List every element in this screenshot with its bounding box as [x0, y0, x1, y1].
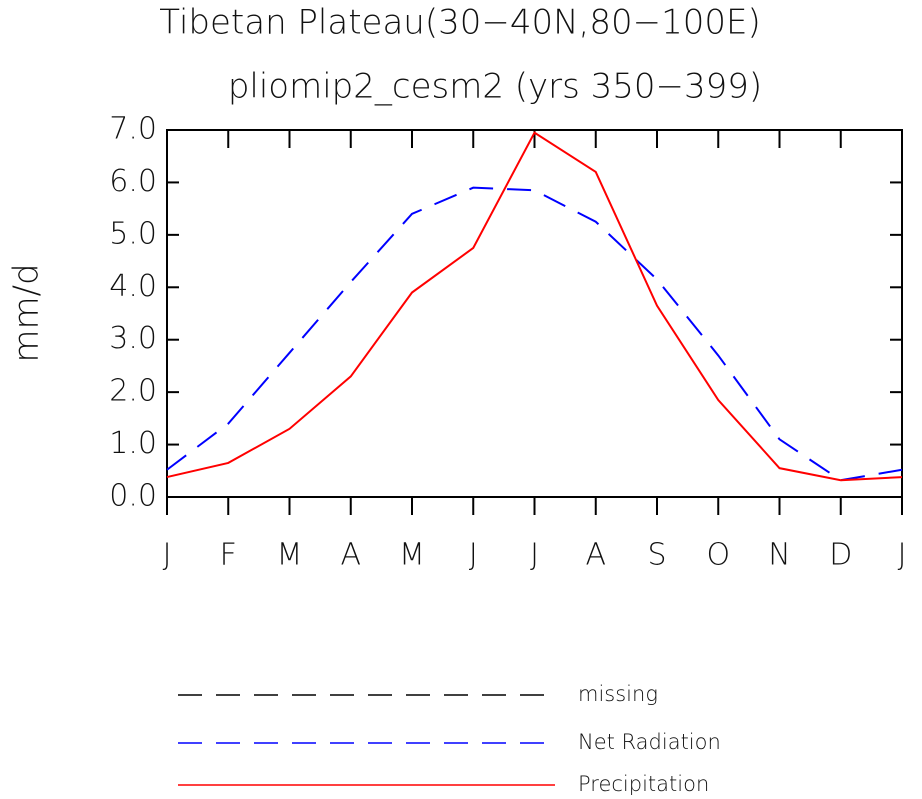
x-tick-label: J [469, 538, 478, 573]
y-tick-label: 6.0 [109, 164, 157, 199]
chart-subtitle: pliomip2_cesm2 (yrs 350−399) [228, 67, 762, 107]
x-tick-label: J [530, 538, 539, 573]
y-tick-label: 0.0 [109, 479, 157, 514]
x-tick-label: D [829, 538, 852, 573]
x-tick-label: J [898, 538, 907, 573]
x-tick-label: A [585, 538, 606, 573]
y-tick-label: 5.0 [109, 216, 157, 251]
legend-label: missing [578, 682, 658, 706]
legend-label: Net Radiation [578, 730, 721, 754]
y-axis-label: mm/d [7, 263, 47, 362]
chart-title: Tibetan Plateau(30−40N,80−100E) [159, 3, 761, 43]
x-tick-label: J [163, 538, 172, 573]
x-tick-label: N [768, 538, 790, 573]
x-tick-label: O [706, 538, 730, 573]
x-tick-label: S [647, 538, 666, 573]
x-tick-label: F [220, 538, 237, 573]
x-tick-label: M [399, 538, 425, 573]
y-tick-label: 4.0 [109, 269, 157, 304]
legend-label: Precipitation [578, 772, 709, 796]
y-tick-label: 2.0 [109, 374, 157, 409]
series-line [166, 186, 903, 482]
x-tick-label: M [277, 538, 303, 573]
plot-frame [166, 129, 903, 498]
x-tick-label: A [340, 538, 361, 573]
series-line [166, 131, 903, 482]
y-tick-label: 7.0 [109, 112, 157, 147]
y-tick-label: 1.0 [109, 426, 157, 461]
y-tick-label: 3.0 [109, 321, 157, 356]
